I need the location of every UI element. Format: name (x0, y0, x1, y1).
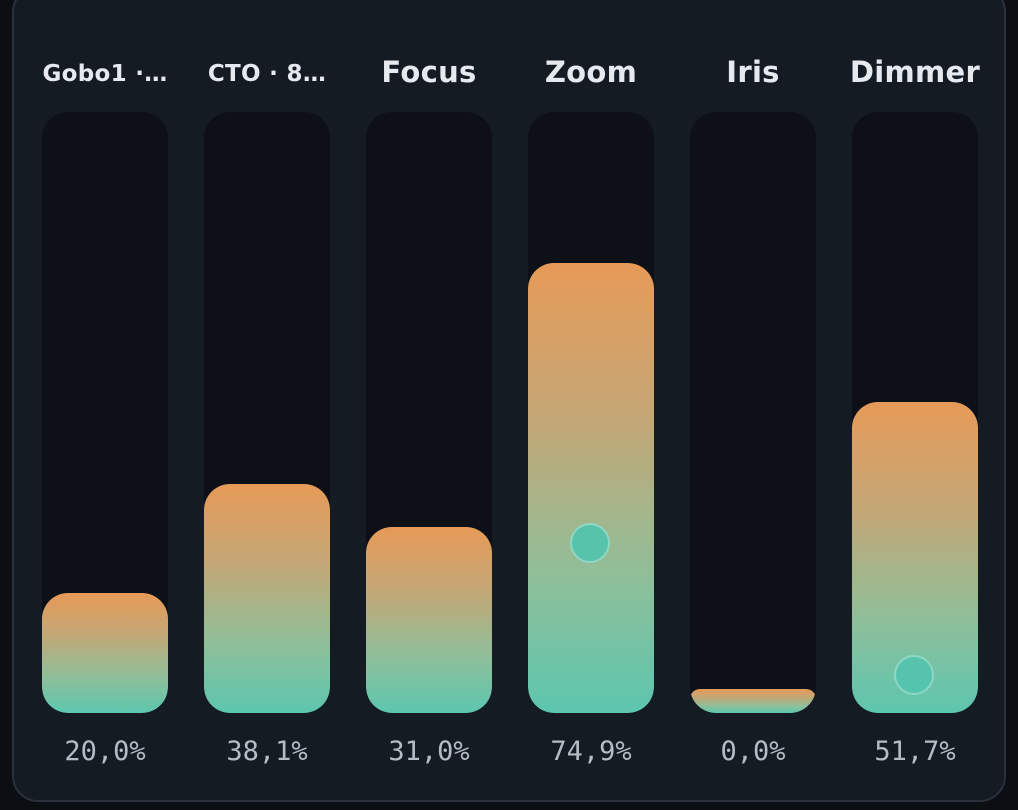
fader-value: 74,9% (550, 736, 632, 767)
fader-track[interactable] (852, 112, 978, 713)
fader-label: Iris (726, 55, 780, 89)
fader-fill[interactable] (366, 527, 492, 713)
fader-label: Focus (381, 55, 477, 89)
fader-label: CTO · 8… (207, 61, 327, 87)
fader-track[interactable] (690, 112, 816, 713)
fader-label: Dimmer (849, 55, 981, 89)
fader-track[interactable] (204, 112, 330, 713)
fader-track[interactable] (366, 112, 492, 713)
fader-track[interactable] (42, 112, 168, 713)
fader-label: Gobo1 ·… (42, 61, 168, 87)
fader-cto: CTO · 8… 38,1% (204, 0, 330, 810)
fader-iris: Iris 0,0% (690, 0, 816, 810)
fader-knob[interactable] (894, 655, 934, 695)
fader-fill[interactable] (528, 263, 654, 713)
fader-value: 38,1% (226, 736, 308, 767)
fader-label: Zoom (544, 55, 638, 89)
fader-panel (12, 0, 1006, 802)
fader-gobo1: Gobo1 ·… 20,0% (42, 0, 168, 810)
fader-zoom: Zoom 74,9% (528, 0, 654, 810)
fader-fill[interactable] (690, 689, 816, 713)
fader-value: 20,0% (64, 736, 146, 767)
fader-fill[interactable] (42, 593, 168, 713)
fader-track[interactable] (528, 112, 654, 713)
fader-value: 51,7% (874, 736, 956, 767)
fader-knob[interactable] (570, 523, 610, 563)
fader-value: 31,0% (388, 736, 470, 767)
fader-focus: Focus 31,0% (366, 0, 492, 810)
fader-value: 0,0% (720, 736, 786, 767)
fader-fill[interactable] (204, 484, 330, 713)
fader-dimmer: Dimmer 51,7% (850, 0, 980, 810)
